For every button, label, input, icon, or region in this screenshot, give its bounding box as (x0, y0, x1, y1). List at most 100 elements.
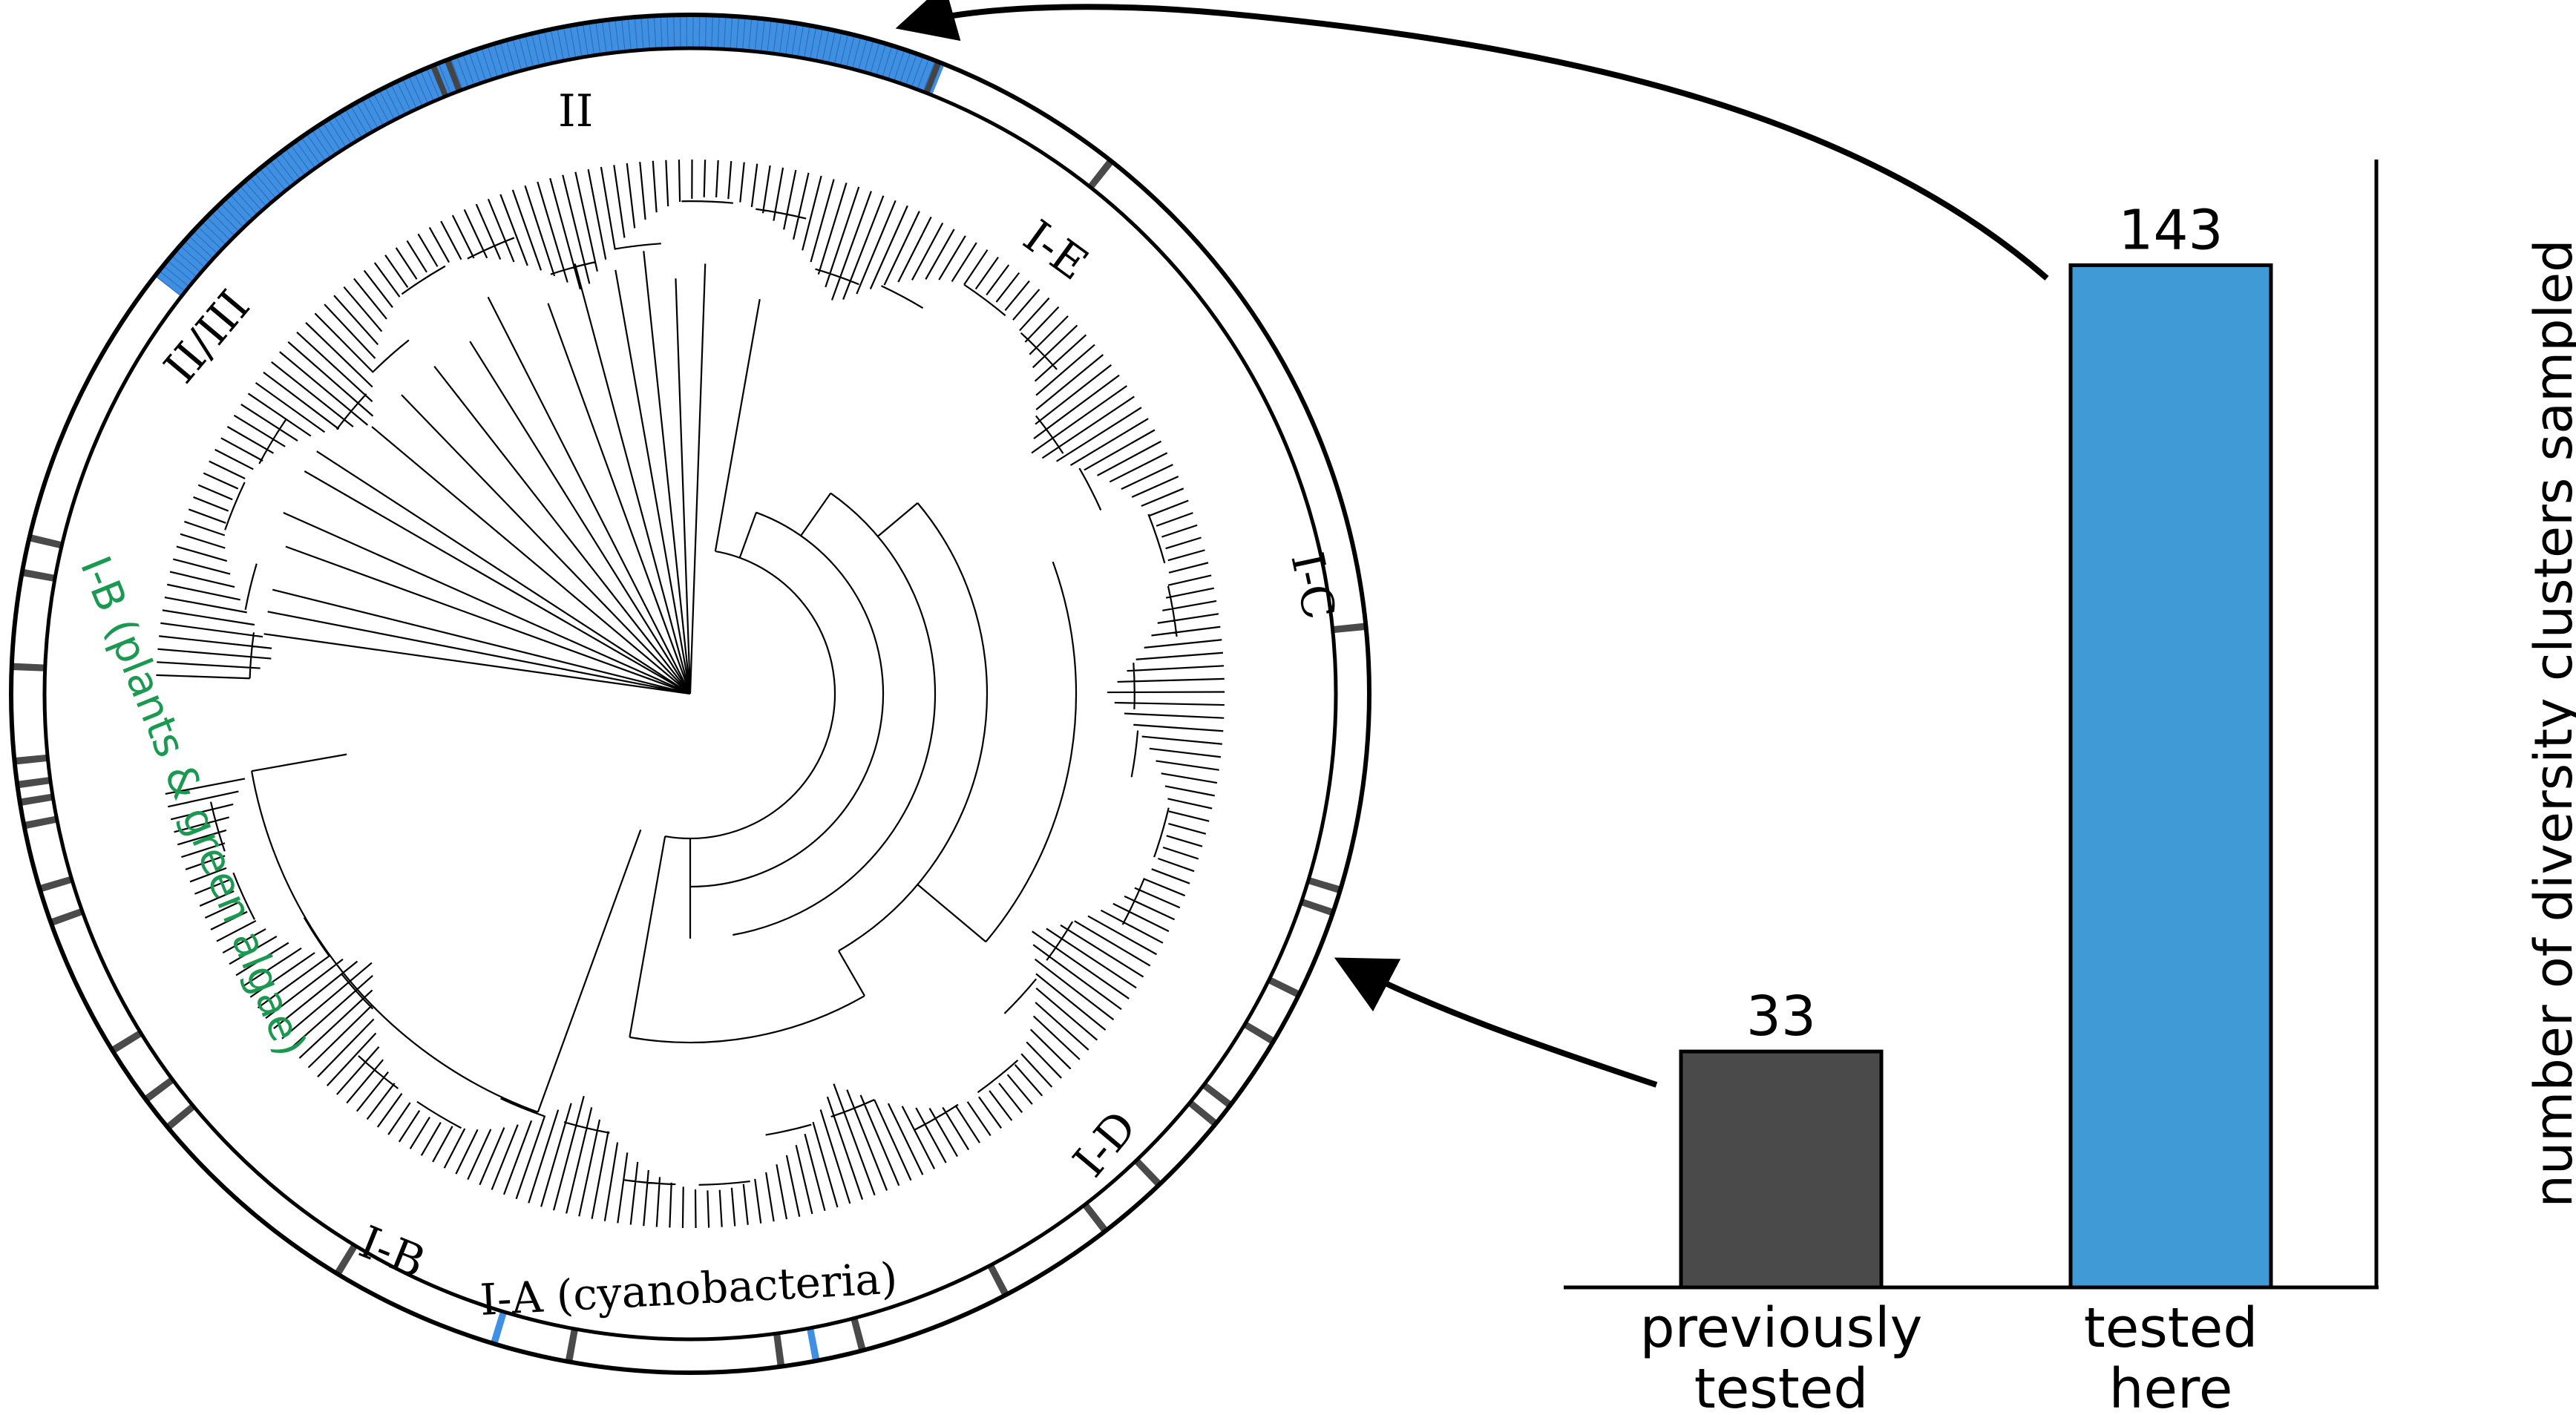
ring-tick (791, 24, 798, 55)
ring-tick (846, 36, 855, 67)
ring-tick (882, 47, 893, 76)
ring-tick (742, 18, 746, 49)
ring-tick (286, 149, 305, 175)
ring-tick (569, 27, 577, 57)
ring-tick (475, 50, 486, 81)
tree-branches (156, 160, 1225, 1228)
ring-tick-previously-tested (1301, 899, 1333, 916)
ring-tick (270, 161, 290, 186)
ring-tick-previously-tested (445, 59, 462, 91)
ring-tick (198, 227, 221, 249)
ring-tick (797, 25, 804, 56)
ring-tick (281, 153, 300, 179)
ring-tick (318, 127, 335, 154)
ring-tick (235, 191, 257, 214)
ring-tick (334, 116, 351, 144)
ring-tick (519, 38, 528, 68)
ring-tick (439, 64, 451, 93)
ring-tick (785, 23, 791, 54)
ring-tick (194, 232, 217, 254)
ring-tick (156, 276, 181, 296)
bar-value-label-0: 33 (1746, 985, 1816, 1048)
annotation-ring-marks (13, 16, 1365, 1366)
clade-label-i-a: I-A (cyanobacteria) (479, 1253, 899, 1325)
ring-tick (911, 57, 923, 87)
ring-tick (563, 27, 570, 59)
ring-tick (494, 45, 504, 75)
ring-tick (550, 30, 558, 61)
ring-tick (583, 24, 589, 56)
ring-tick (923, 62, 935, 91)
ring-tick-previously-tested (1083, 1204, 1108, 1232)
ring-tick (367, 97, 384, 125)
ring-tick-tested-here (807, 1328, 820, 1361)
bar-category-line: previously (1640, 1296, 1923, 1360)
ring-tick (180, 246, 205, 267)
ring-tick-previously-tested (22, 569, 54, 582)
ring-tick (250, 177, 271, 202)
bar-category-line: here (2109, 1357, 2233, 1415)
ring-tick (414, 74, 428, 103)
ring-tick (894, 50, 905, 80)
ring-tick (391, 85, 406, 114)
ring-tick (899, 53, 911, 82)
ring-tick (660, 16, 663, 47)
arrow-previously-tested-to-ring (1334, 957, 1658, 1088)
clade-label-ii: II (558, 85, 593, 137)
ring-tick-previously-tested (13, 663, 44, 672)
ring-tick (810, 27, 817, 59)
ring-tick (328, 120, 346, 147)
clade-label-i-b: I-B (352, 1216, 432, 1289)
ring-tick (265, 165, 286, 190)
ring-tick (717, 16, 720, 47)
bars (1679, 263, 2273, 1290)
ring-tick (240, 186, 262, 210)
ring-tick-previously-tested (335, 1244, 357, 1275)
ring-tick (834, 33, 842, 64)
ring-tick (160, 271, 185, 292)
ring-tick (525, 36, 534, 67)
ring-tick (827, 31, 836, 62)
ring-tick (456, 57, 468, 87)
ring-tick (704, 16, 707, 47)
ring-tick-tested-here (491, 1312, 507, 1344)
ring-tick (748, 19, 753, 50)
ring-tick (576, 25, 583, 56)
ring-tick (420, 71, 434, 100)
clade-label-i-d: I-D (1063, 1101, 1147, 1187)
ring-tick-previously-tested (1308, 877, 1340, 893)
ring-tick (323, 123, 341, 150)
ring-tick (531, 35, 540, 65)
ring-tick (221, 204, 243, 227)
ring-tick-previously-tested (1202, 1083, 1232, 1108)
ring-tick-previously-tested (30, 534, 62, 548)
ring-tick-previously-tested (924, 62, 941, 93)
ring-tick (816, 29, 823, 59)
ring-tick-previously-tested (1088, 160, 1113, 188)
bar-category-line: tested (2084, 1296, 2258, 1360)
ring-tick (402, 79, 417, 108)
ring-tick (724, 17, 727, 48)
ring-tick (212, 213, 235, 236)
ring-tick (876, 45, 886, 75)
ring-tick (864, 41, 874, 71)
ring-tick (176, 251, 200, 272)
ring-tick-previously-tested (1334, 623, 1365, 633)
ring-tick-previously-tested (145, 1077, 174, 1102)
ring-tick (602, 22, 607, 53)
ring-tick-previously-tested (988, 1264, 1009, 1296)
ring-tick (203, 222, 226, 245)
ring-tick (917, 59, 929, 88)
ring-tick (870, 43, 880, 73)
ring-tick (512, 39, 522, 70)
ring-tick (698, 16, 701, 47)
bar-category-label-0: previously tested (1640, 1296, 1923, 1415)
ring-tick (356, 103, 373, 131)
ring-tick (822, 30, 830, 61)
ring-tick (185, 241, 209, 263)
bar-category-label-1: tested here (2084, 1296, 2258, 1415)
phylogenetic-tree-panel: II II/III I-E I-C I-D I-A (cyanobacteria… (9, 13, 1371, 1375)
ring-tick (379, 91, 395, 119)
